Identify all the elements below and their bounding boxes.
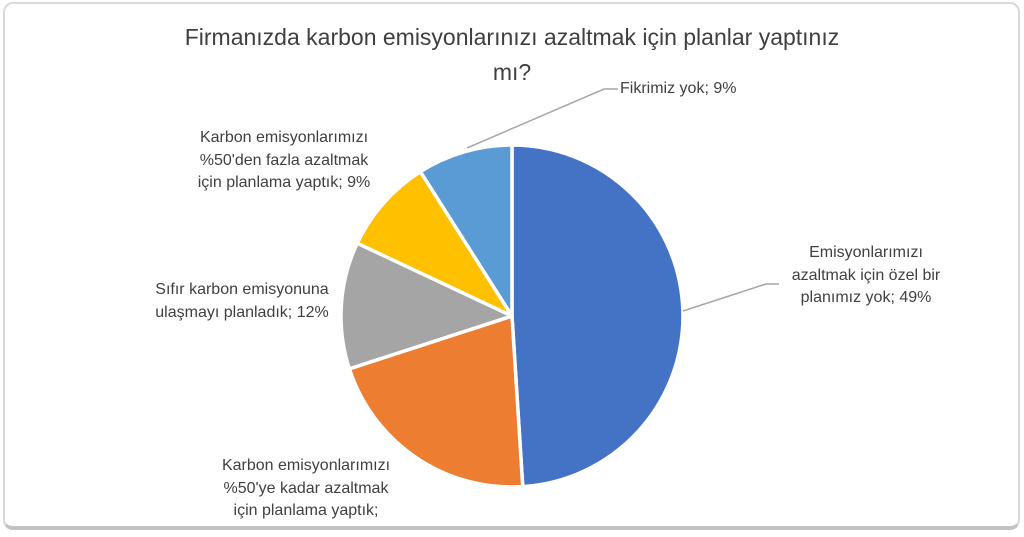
chart-title: Firmanızda karbon emisyonlarınızı azaltm… (184, 24, 840, 85)
pie-slice-no-plan (510, 143, 685, 489)
pie-slices-group (339, 143, 685, 489)
data-label-zero-carbon: Sıfır karbon emisyonuna ulaşmayı planlad… (155, 281, 329, 321)
pie-slice-over-50 (355, 169, 514, 318)
data-label-reduce-over-50: Karbon emisyonlarımızı %50'den fazla aza… (197, 129, 371, 191)
leader-line-no-plan (682, 283, 779, 312)
pie-slice-upto-50 (347, 314, 525, 489)
pie-slice-zero (339, 241, 514, 371)
pie-slice-no-idea (418, 143, 514, 318)
leader-line-no-idea (466, 88, 618, 149)
data-label-reduce-upto-50: Karbon emisyonlarımızı %50'ye kadar azal… (221, 457, 391, 519)
data-label-no-plan: Emisyonlarımızı azaltmak için özel bir p… (791, 244, 941, 306)
data-label-no-idea: Fikrimiz yok; 9% (620, 80, 737, 97)
